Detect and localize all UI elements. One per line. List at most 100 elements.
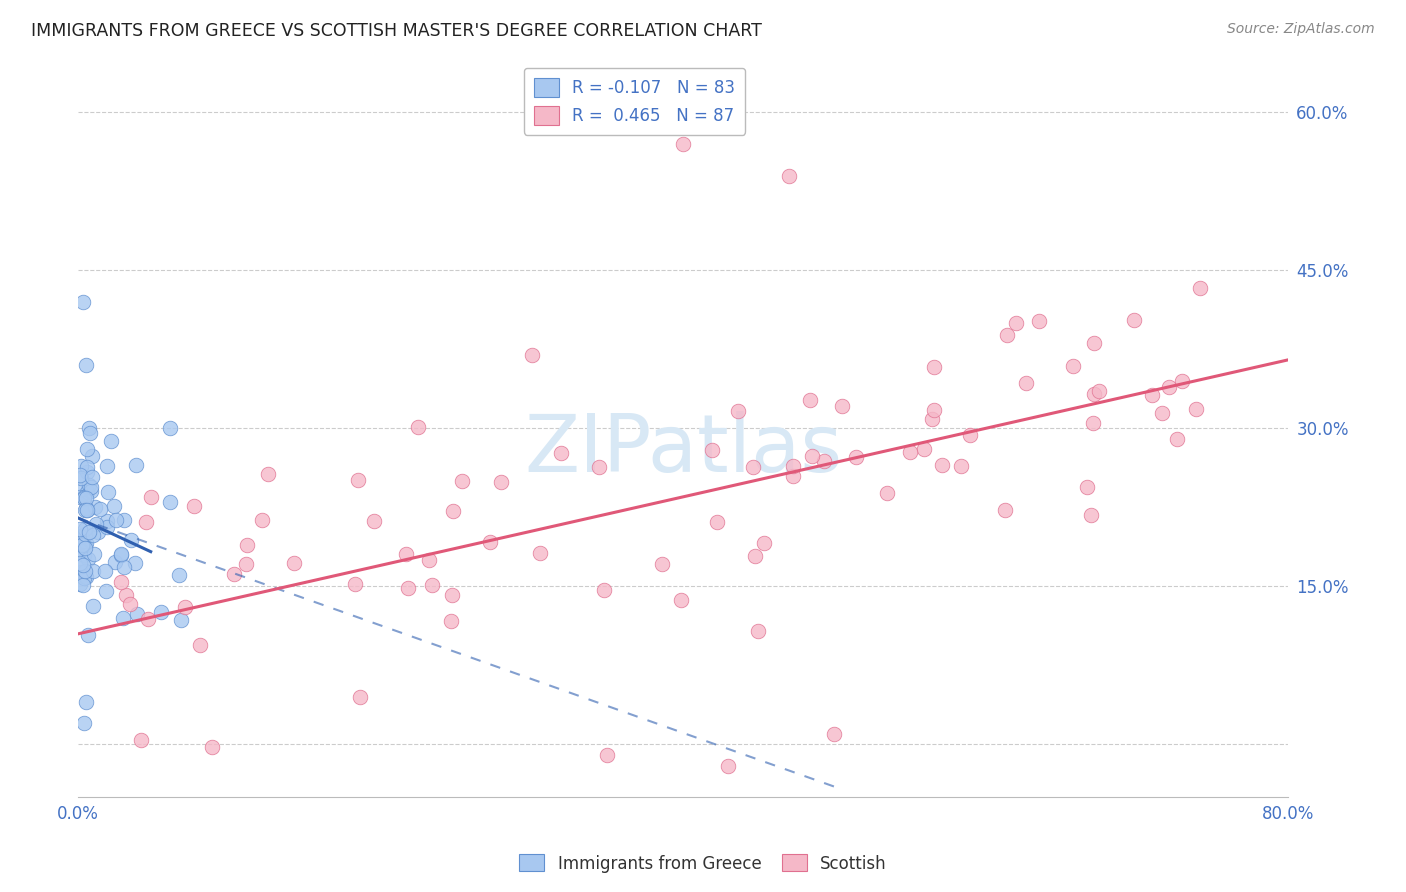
Point	[82, 564, 104, 578]
Point	[717, 758, 740, 772]
Point	[1004, 316, 1026, 330]
Point	[672, 136, 695, 151]
Point	[1028, 314, 1050, 328]
Point	[222, 567, 245, 582]
Point	[73, 716, 96, 731]
Point	[782, 468, 804, 483]
Point	[69, 467, 91, 482]
Point	[73, 541, 96, 555]
Point	[1166, 432, 1188, 446]
Point	[1083, 335, 1105, 350]
Point	[96, 514, 118, 528]
Point	[120, 533, 142, 547]
Point	[75, 695, 97, 709]
Point	[70, 459, 93, 474]
Point	[529, 546, 551, 560]
Point	[250, 513, 273, 527]
Point	[283, 556, 305, 570]
Point	[912, 442, 935, 456]
Point	[82, 599, 104, 613]
Point	[75, 491, 97, 505]
Point	[778, 169, 800, 183]
Point	[422, 578, 444, 592]
Point	[76, 628, 98, 642]
Point	[550, 445, 572, 459]
Point	[174, 600, 197, 615]
Point	[112, 560, 135, 574]
Point	[1188, 281, 1211, 295]
Point	[87, 524, 110, 539]
Point	[96, 520, 118, 534]
Point	[89, 502, 111, 516]
Point	[343, 577, 366, 591]
Point	[418, 553, 440, 567]
Point	[75, 536, 97, 550]
Point	[845, 450, 868, 464]
Point	[73, 549, 96, 563]
Point	[100, 434, 122, 448]
Point	[72, 558, 94, 573]
Point	[588, 459, 610, 474]
Point	[876, 486, 898, 500]
Point	[440, 614, 463, 628]
Point	[139, 491, 162, 505]
Point	[747, 624, 769, 638]
Text: IMMIGRANTS FROM GREECE VS SCOTTISH MASTER'S DEGREE CORRELATION CHART: IMMIGRANTS FROM GREECE VS SCOTTISH MASTE…	[31, 22, 762, 40]
Point	[129, 733, 152, 747]
Point	[80, 481, 103, 495]
Point	[76, 442, 98, 456]
Point	[76, 503, 98, 517]
Point	[80, 469, 103, 483]
Point	[73, 503, 96, 517]
Point	[111, 611, 134, 625]
Point	[70, 530, 93, 544]
Point	[149, 605, 172, 619]
Point	[110, 547, 132, 561]
Point	[959, 428, 981, 442]
Point	[72, 294, 94, 309]
Point	[801, 449, 824, 463]
Point	[124, 556, 146, 570]
Point	[77, 421, 100, 435]
Point	[94, 583, 117, 598]
Point	[752, 535, 775, 549]
Point	[70, 565, 93, 579]
Text: Source: ZipAtlas.com: Source: ZipAtlas.com	[1227, 22, 1375, 37]
Point	[349, 690, 371, 705]
Point	[72, 578, 94, 592]
Point	[700, 442, 723, 457]
Point	[76, 484, 98, 499]
Point	[1087, 384, 1109, 399]
Point	[898, 445, 921, 459]
Point	[921, 412, 943, 426]
Point	[167, 568, 190, 582]
Point	[76, 503, 98, 517]
Point	[706, 515, 728, 529]
Point	[73, 564, 96, 578]
Point	[75, 501, 97, 516]
Point	[69, 490, 91, 504]
Point	[110, 548, 132, 562]
Point	[1083, 387, 1105, 401]
Point	[118, 597, 141, 611]
Point	[104, 512, 127, 526]
Point	[994, 503, 1017, 517]
Point	[363, 514, 385, 528]
Point	[183, 500, 205, 514]
Point	[669, 592, 692, 607]
Point	[596, 747, 619, 762]
Point	[823, 727, 845, 741]
Point	[103, 500, 125, 514]
Point	[398, 581, 420, 595]
Point	[77, 478, 100, 492]
Point	[395, 548, 418, 562]
Point	[347, 473, 370, 487]
Point	[69, 522, 91, 536]
Point	[831, 399, 853, 413]
Point	[1076, 480, 1098, 494]
Point	[96, 458, 118, 473]
Point	[1080, 508, 1102, 522]
Point	[1062, 359, 1084, 373]
Point	[744, 549, 766, 564]
Point	[799, 392, 821, 407]
